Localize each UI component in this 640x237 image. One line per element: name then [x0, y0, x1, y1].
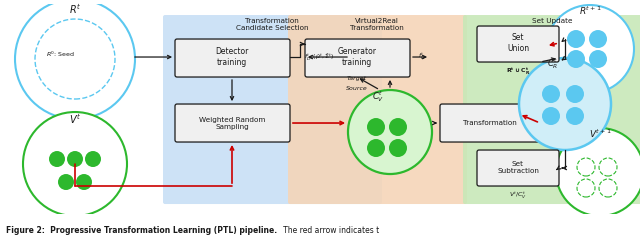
Text: $R^{t+1}$: $R^{t+1}$ [579, 5, 602, 17]
Circle shape [67, 151, 83, 167]
Circle shape [15, 0, 135, 119]
Circle shape [519, 58, 611, 150]
Circle shape [367, 118, 385, 136]
Text: Set
Subtraction: Set Subtraction [497, 160, 539, 173]
Text: $f_G^t$: $f_G^t$ [419, 52, 426, 62]
Text: Transformation: Transformation [463, 120, 517, 126]
Circle shape [367, 139, 385, 157]
Circle shape [567, 30, 585, 48]
Text: $V^{t+1}$: $V^{t+1}$ [589, 128, 611, 140]
Text: $V^t$: $V^t$ [69, 112, 81, 126]
FancyBboxPatch shape [440, 104, 540, 142]
Circle shape [389, 118, 407, 136]
Circle shape [566, 85, 584, 103]
Circle shape [389, 139, 407, 157]
Text: Figure 2:  Progressive Transformation Learning (PTL) pipeline.: Figure 2: Progressive Transformation Lea… [6, 226, 278, 235]
Text: Target: Target [347, 76, 367, 81]
Circle shape [58, 174, 74, 190]
Text: Generator
training: Generator training [337, 47, 376, 67]
FancyBboxPatch shape [305, 39, 410, 77]
Circle shape [566, 107, 584, 125]
Text: Weighted Random
Sampling: Weighted Random Sampling [199, 117, 265, 129]
Text: Source: Source [346, 86, 368, 91]
Circle shape [542, 85, 560, 103]
FancyBboxPatch shape [477, 150, 559, 186]
FancyBboxPatch shape [288, 15, 467, 204]
Text: $f_D^{t}, (\hat{\mu}^{t}, \hat{\Sigma}^{t})$: $f_D^{t}, (\hat{\mu}^{t}, \hat{\Sigma}^{… [304, 51, 334, 63]
Circle shape [556, 128, 640, 216]
Circle shape [23, 112, 127, 216]
Text: $V^t/ C_V^t$: $V^t/ C_V^t$ [509, 191, 527, 201]
Circle shape [49, 151, 65, 167]
Circle shape [546, 5, 634, 93]
Circle shape [589, 50, 607, 68]
Text: $C_V^t$: $C_V^t$ [372, 90, 384, 105]
Circle shape [542, 107, 560, 125]
Text: Transformation
Candidate Selection: Transformation Candidate Selection [236, 18, 308, 31]
Text: $R^0$: Seed: $R^0$: Seed [45, 49, 74, 59]
Text: $C_R^t$: $C_R^t$ [547, 57, 559, 72]
Text: $R^t$: $R^t$ [68, 2, 81, 16]
FancyBboxPatch shape [175, 104, 290, 142]
Text: Detector
training: Detector training [215, 47, 249, 67]
Circle shape [589, 30, 607, 48]
FancyBboxPatch shape [463, 15, 640, 204]
Circle shape [85, 151, 101, 167]
Circle shape [567, 50, 585, 68]
FancyBboxPatch shape [163, 15, 382, 204]
Text: The red arrow indicates t: The red arrow indicates t [276, 226, 380, 235]
Text: Set
Union: Set Union [507, 33, 529, 53]
Text: Virtual2Real
Transformation: Virtual2Real Transformation [350, 18, 404, 31]
FancyBboxPatch shape [477, 26, 559, 62]
FancyBboxPatch shape [175, 39, 290, 77]
Circle shape [76, 174, 92, 190]
Text: Set Update: Set Update [532, 18, 572, 24]
Text: $\mathbf{R^t \cup C_R^t}$: $\mathbf{R^t \cup C_R^t}$ [506, 67, 531, 77]
Circle shape [348, 90, 432, 174]
